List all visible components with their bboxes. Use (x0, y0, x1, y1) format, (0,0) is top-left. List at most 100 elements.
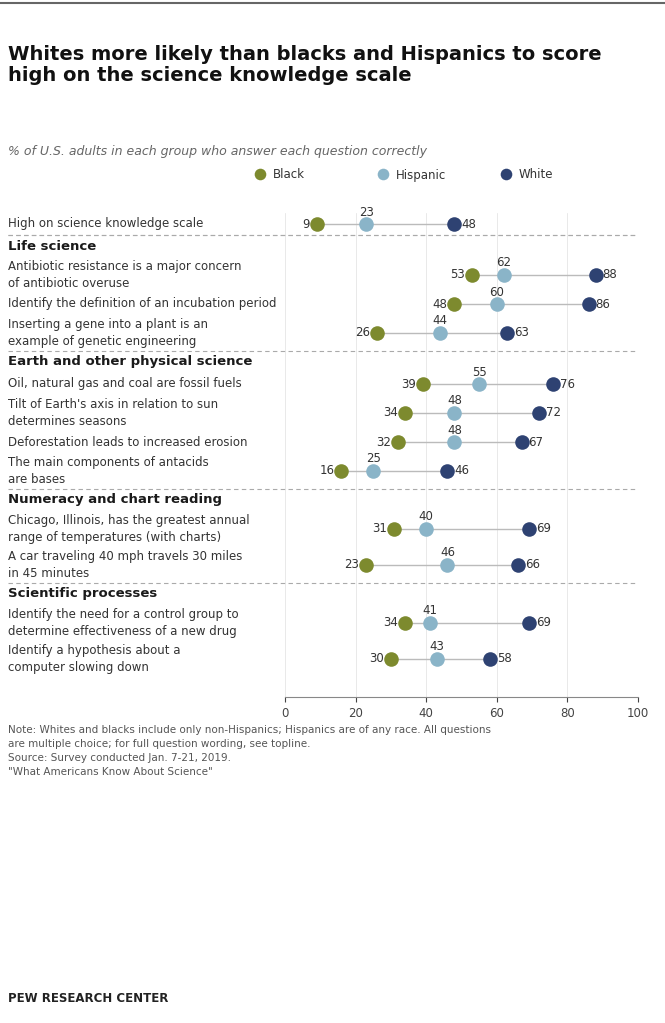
Text: 86: 86 (596, 298, 610, 311)
Point (442, 557, 453, 573)
Text: Black: Black (273, 169, 305, 181)
Text: PEW RESEARCH CENTER: PEW RESEARCH CENTER (8, 992, 168, 1005)
Point (491, 296, 502, 312)
Text: Scientific processes: Scientific processes (8, 587, 157, 601)
Point (368, 462, 378, 479)
Text: 25: 25 (366, 452, 380, 465)
Text: 16: 16 (319, 464, 334, 478)
Point (361, 216, 372, 232)
Text: Earth and other physical science: Earth and other physical science (8, 356, 253, 368)
Text: 69: 69 (535, 523, 551, 535)
Point (435, 325, 446, 342)
Text: 48: 48 (447, 395, 462, 407)
Text: Life science: Life science (8, 239, 96, 253)
Point (516, 434, 527, 450)
Point (449, 434, 460, 450)
Point (484, 651, 495, 667)
Text: 55: 55 (471, 365, 487, 379)
Text: "What Americans Know About Science": "What Americans Know About Science" (8, 767, 213, 777)
Point (591, 267, 601, 283)
Text: 60: 60 (489, 285, 504, 299)
Text: 66: 66 (525, 559, 540, 572)
Point (534, 405, 545, 421)
Text: 63: 63 (515, 326, 529, 340)
Point (523, 615, 534, 631)
Text: Oil, natural gas and coal are fossil fuels: Oil, natural gas and coal are fossil fue… (8, 377, 242, 391)
Point (474, 375, 485, 392)
Text: Inserting a gene into a plant is an
example of genetic engineering: Inserting a gene into a plant is an exam… (8, 318, 208, 348)
Text: Hispanic: Hispanic (396, 169, 446, 181)
Point (449, 216, 460, 232)
Point (255, 166, 265, 182)
Text: 72: 72 (546, 406, 561, 419)
Text: 76: 76 (561, 377, 575, 391)
Text: Identify a hypothesis about a
computer slowing down: Identify a hypothesis about a computer s… (8, 644, 180, 674)
Text: 32: 32 (376, 436, 391, 448)
Text: Identify the need for a control group to
determine effectiveness of a new drug: Identify the need for a control group to… (8, 609, 239, 637)
Text: 34: 34 (383, 406, 398, 419)
Text: 88: 88 (602, 268, 617, 281)
Point (442, 462, 453, 479)
Point (513, 557, 523, 573)
Text: 48: 48 (462, 218, 476, 230)
Text: 9: 9 (302, 218, 310, 230)
Text: 23: 23 (344, 559, 359, 572)
Text: 46: 46 (440, 546, 455, 560)
Point (449, 296, 460, 312)
Point (392, 434, 403, 450)
Text: Numeracy and chart reading: Numeracy and chart reading (8, 493, 222, 506)
Point (432, 651, 442, 667)
Text: 46: 46 (454, 464, 469, 478)
Point (467, 267, 477, 283)
Text: Deforestation leads to increased erosion: Deforestation leads to increased erosion (8, 436, 247, 448)
Text: Source: Survey conducted Jan. 7-21, 2019.: Source: Survey conducted Jan. 7-21, 2019… (8, 753, 231, 763)
Text: 62: 62 (496, 257, 511, 269)
Text: 39: 39 (401, 377, 416, 391)
Text: 30: 30 (369, 653, 384, 666)
Text: 41: 41 (422, 605, 437, 618)
Point (449, 405, 460, 421)
Point (583, 296, 594, 312)
Point (421, 521, 432, 537)
Point (400, 615, 410, 631)
Text: 23: 23 (358, 206, 374, 219)
Text: Whites more likely than blacks and Hispanics to score
high on the science knowle: Whites more likely than blacks and Hispa… (8, 45, 602, 85)
Point (378, 166, 388, 182)
Text: 43: 43 (430, 640, 444, 654)
Text: 69: 69 (535, 617, 551, 629)
Text: Identify the definition of an incubation period: Identify the definition of an incubation… (8, 298, 277, 311)
Text: 26: 26 (354, 326, 370, 340)
Text: Note: Whites and blacks include only non-Hispanics; Hispanics are of any race. A: Note: Whites and blacks include only non… (8, 725, 491, 735)
Text: % of U.S. adults in each group who answer each question correctly: % of U.S. adults in each group who answe… (8, 145, 427, 158)
Text: 48: 48 (447, 424, 462, 437)
Point (499, 267, 509, 283)
Text: 53: 53 (450, 268, 465, 281)
Text: are multiple choice; for full question wording, see topline.: are multiple choice; for full question w… (8, 739, 311, 749)
Text: 48: 48 (432, 298, 448, 311)
Point (386, 651, 396, 667)
Point (501, 166, 511, 182)
Text: 58: 58 (497, 653, 511, 666)
Point (523, 521, 534, 537)
Point (424, 615, 435, 631)
Point (502, 325, 513, 342)
Point (336, 462, 347, 479)
Point (548, 375, 559, 392)
Point (372, 325, 382, 342)
Text: 40: 40 (419, 510, 434, 524)
Text: 34: 34 (383, 617, 398, 629)
Text: The main components of antacids
are bases: The main components of antacids are base… (8, 456, 209, 486)
Text: Tilt of Earth's axis in relation to sun
determines seasons: Tilt of Earth's axis in relation to sun … (8, 398, 218, 428)
Text: Chicago, Illinois, has the greatest annual
range of temperatures (with charts): Chicago, Illinois, has the greatest annu… (8, 515, 249, 544)
Text: 31: 31 (372, 523, 388, 535)
Point (400, 405, 410, 421)
Text: High on science knowledge scale: High on science knowledge scale (8, 218, 203, 230)
Text: 44: 44 (433, 314, 448, 327)
Point (311, 216, 322, 232)
Text: 67: 67 (529, 436, 543, 448)
Point (361, 557, 372, 573)
Point (418, 375, 428, 392)
Point (389, 521, 400, 537)
Text: Antibiotic resistance is a major concern
of antibiotic overuse: Antibiotic resistance is a major concern… (8, 260, 241, 290)
Text: White: White (519, 169, 553, 181)
